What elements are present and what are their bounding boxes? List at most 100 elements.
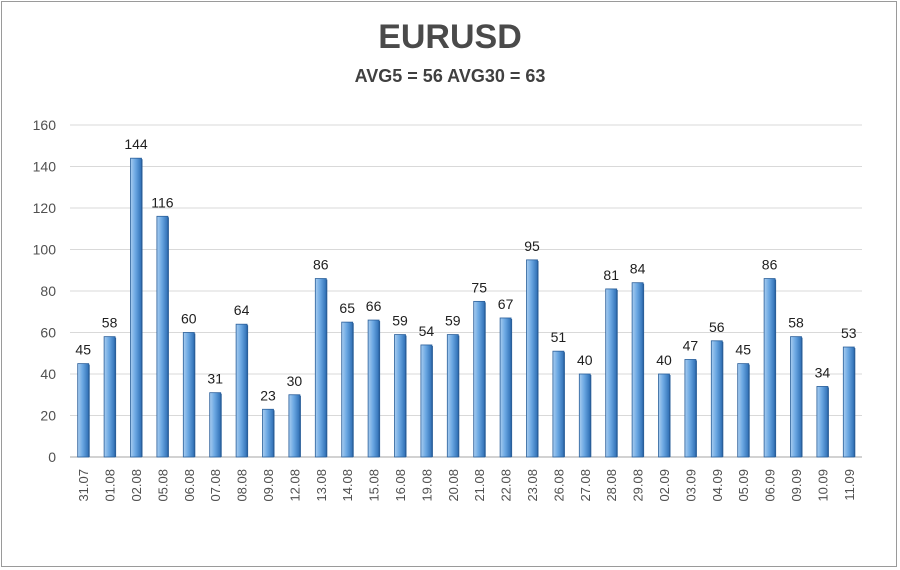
data-label: 31 <box>207 371 223 387</box>
data-label: 60 <box>181 311 197 327</box>
x-tick-label: 10.09 <box>815 469 830 502</box>
x-tick-label: 29.08 <box>631 469 646 502</box>
bar <box>77 363 90 458</box>
bar <box>658 373 670 458</box>
data-label: 51 <box>551 329 567 345</box>
bar <box>209 392 222 458</box>
y-tick-label: 160 <box>33 117 57 133</box>
data-label: 59 <box>392 313 408 329</box>
bar <box>790 336 802 458</box>
bar <box>235 323 248 458</box>
y-tick-label: 120 <box>33 200 57 216</box>
x-tick-label: 19.08 <box>419 469 434 502</box>
grid-lines <box>70 124 862 458</box>
bar <box>394 334 406 458</box>
data-label: 116 <box>151 194 174 210</box>
y-tick-label: 140 <box>33 159 57 175</box>
bar <box>710 340 723 458</box>
y-axis: 0 20 40 60 80 100 120 140 160 <box>33 117 57 465</box>
x-tick-label: 07.08 <box>208 469 223 502</box>
data-label: 54 <box>419 323 435 339</box>
y-tick-label: 20 <box>40 408 56 424</box>
bar <box>446 334 459 458</box>
x-tick-label: 05.09 <box>736 469 751 502</box>
x-tick-label: 01.08 <box>103 469 118 502</box>
data-label: 47 <box>683 337 699 353</box>
bar <box>367 319 380 458</box>
x-tick-label: 15.08 <box>367 469 382 502</box>
data-label: 65 <box>339 300 355 316</box>
bar <box>288 394 301 458</box>
data-label: 58 <box>102 315 118 331</box>
x-tick-label: 06.09 <box>763 469 778 502</box>
data-label: 23 <box>260 387 276 403</box>
data-label: 67 <box>498 296 514 312</box>
bar <box>262 408 274 458</box>
bar <box>578 373 591 458</box>
y-tick-label: 80 <box>40 283 56 299</box>
data-label: 66 <box>366 298 382 314</box>
bar <box>103 336 116 458</box>
bar <box>631 282 644 458</box>
data-label: 59 <box>445 313 461 329</box>
x-tick-label: 16.08 <box>393 469 408 502</box>
bar <box>156 215 169 458</box>
x-tick-label: 02.09 <box>657 469 672 502</box>
data-label: 40 <box>577 352 593 368</box>
x-tick-label: 22.08 <box>499 469 514 502</box>
data-label: 86 <box>313 257 329 273</box>
data-label: 75 <box>471 279 487 295</box>
bar <box>130 157 142 458</box>
x-tick-label: 04.09 <box>710 469 725 502</box>
x-tick-label: 20.08 <box>446 469 461 502</box>
bar <box>552 350 565 458</box>
x-tick-label: 12.08 <box>287 469 302 502</box>
bar <box>499 317 512 458</box>
x-tick-label: 27.08 <box>578 469 593 502</box>
data-label: 30 <box>287 373 303 389</box>
x-tick-label: 09.09 <box>789 469 804 502</box>
bar <box>420 344 433 458</box>
data-label: 45 <box>735 342 751 358</box>
bar <box>341 321 354 458</box>
bar <box>816 386 829 458</box>
data-labels: 45 58 144 116 60 31 64 23 30 86 65 66 59 54 59 75 67 95 51… <box>75 136 856 403</box>
bars <box>77 157 856 458</box>
data-label: 64 <box>234 302 250 318</box>
x-tick-label: 09.08 <box>261 469 276 502</box>
x-tick-label: 21.08 <box>472 469 487 502</box>
bar <box>684 359 697 458</box>
data-label: 144 <box>124 136 148 152</box>
x-tick-label: 02.08 <box>129 469 144 502</box>
x-tick-label: 08.08 <box>235 469 250 502</box>
x-tick-label: 03.09 <box>683 469 698 502</box>
bar <box>605 288 618 458</box>
chart-subtitle: AVG5 = 56 AVG30 = 63 <box>354 66 546 86</box>
x-tick-label: 14.08 <box>340 469 355 502</box>
bar <box>473 300 486 458</box>
y-tick-label: 100 <box>33 242 57 258</box>
data-label: 53 <box>841 325 857 341</box>
data-label: 56 <box>709 319 725 335</box>
data-label: 84 <box>630 261 646 277</box>
data-label: 45 <box>75 342 91 358</box>
bar <box>763 278 776 458</box>
x-axis: 31.07 01.08 02.08 05.08 06.08 07.08 08.08 09.08… <box>76 469 857 502</box>
x-tick-label: 13.08 <box>314 469 329 502</box>
bar <box>314 278 327 458</box>
bar <box>842 346 855 458</box>
data-label: 86 <box>762 257 778 273</box>
x-tick-label: 11.09 <box>842 469 857 501</box>
bar <box>737 363 750 458</box>
data-label: 81 <box>603 267 619 283</box>
x-tick-label: 26.08 <box>551 469 566 502</box>
x-tick-label: 06.08 <box>182 469 197 502</box>
x-tick-label: 05.08 <box>155 469 170 502</box>
data-label: 40 <box>656 352 672 368</box>
bar <box>526 259 538 458</box>
bar <box>182 332 195 458</box>
chart-title: EURUSD <box>378 18 522 56</box>
y-tick-label: 60 <box>40 325 56 341</box>
